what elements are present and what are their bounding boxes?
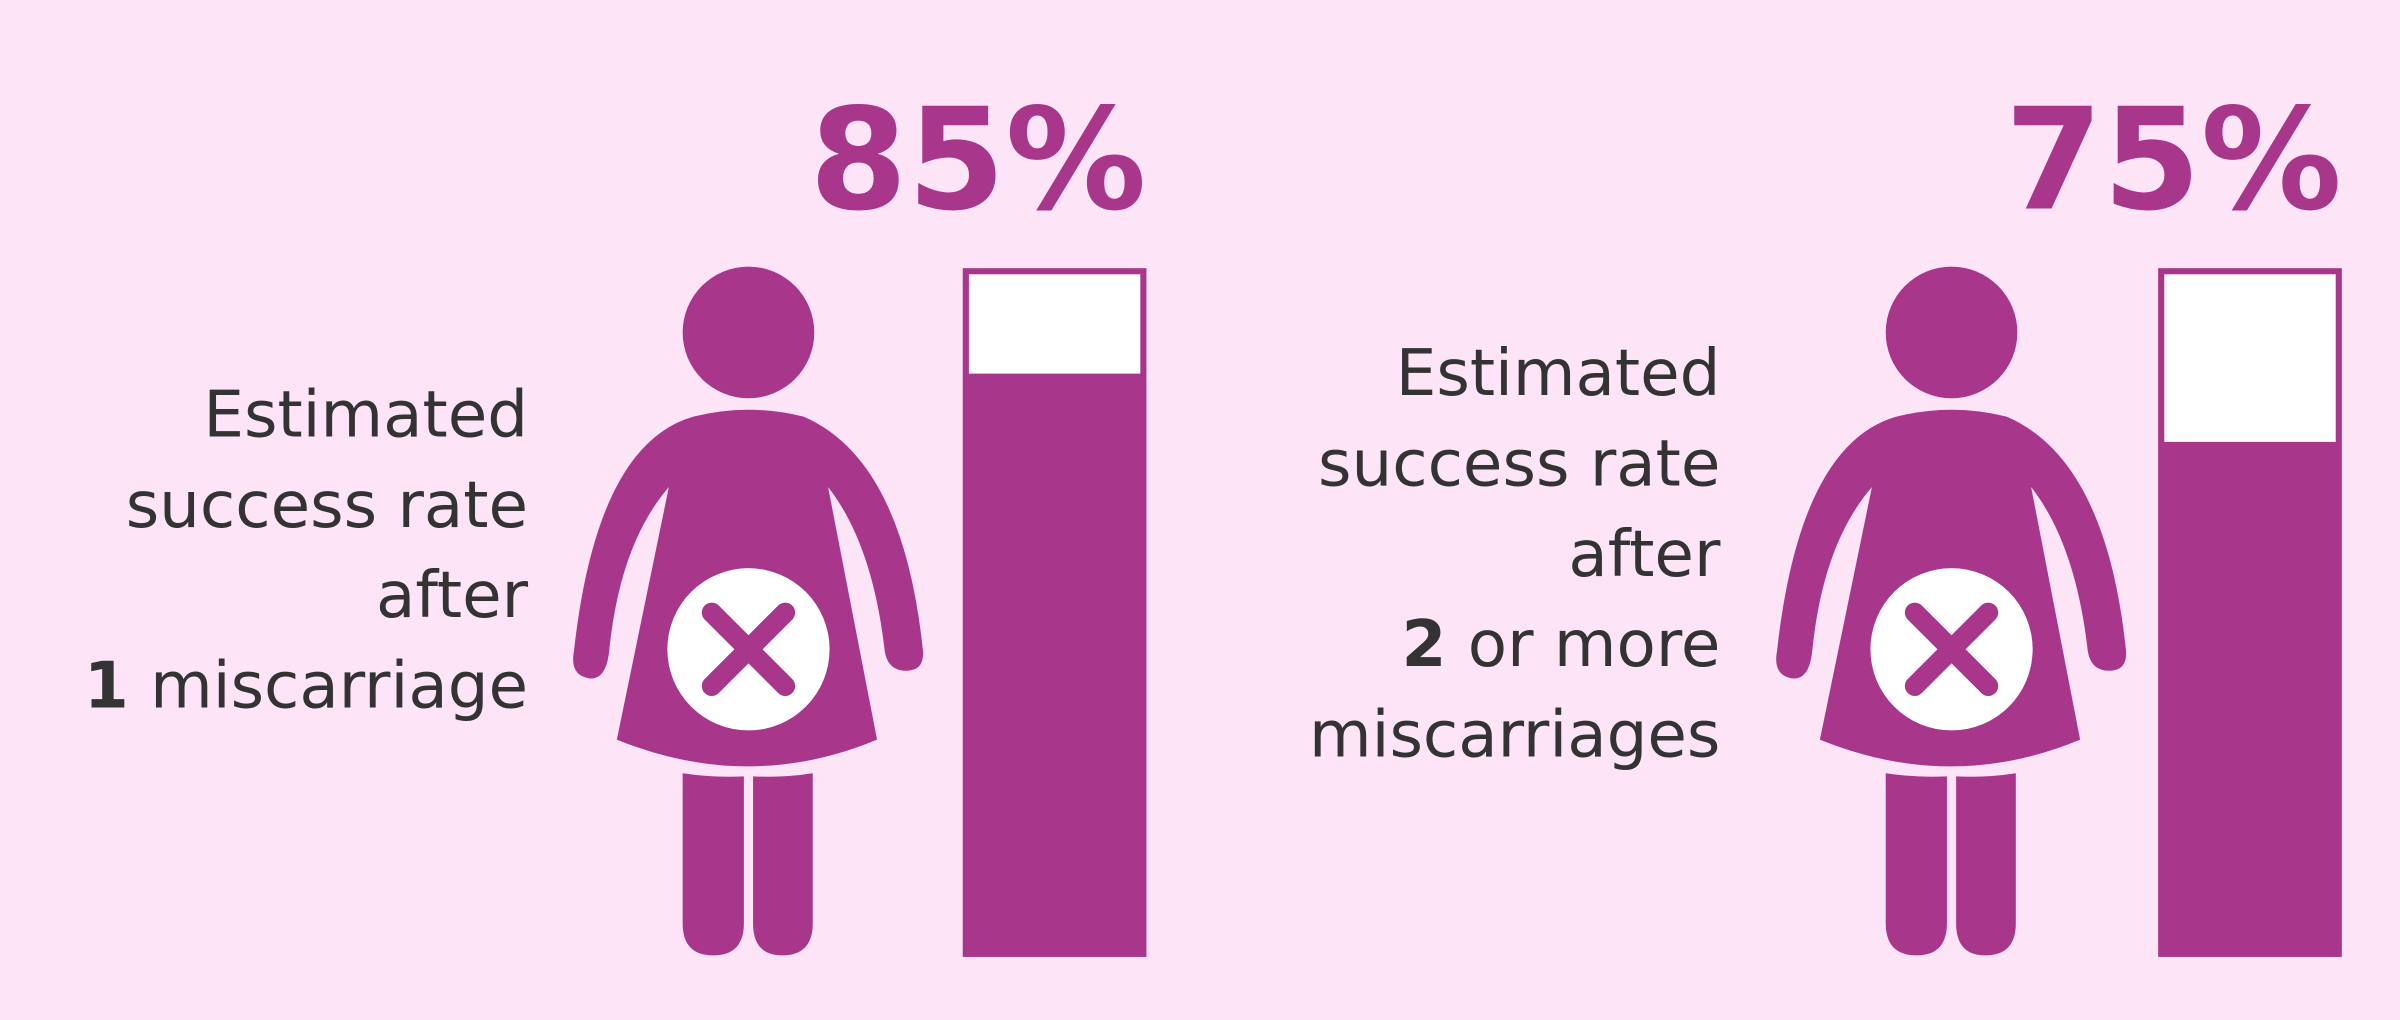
description-text: success rate: [126, 468, 528, 543]
description-text: or more: [1468, 607, 1721, 682]
description-line: Estimated: [1396, 336, 1721, 411]
woman-icon: [573, 267, 923, 956]
description-line: success rate: [1318, 427, 1720, 502]
description-line: after: [1568, 517, 1721, 592]
description-line: Estimated: [203, 378, 528, 453]
description-text: Estimated: [203, 378, 528, 453]
woman-icon: [1776, 267, 2126, 956]
description-text: after: [1568, 517, 1721, 592]
value-label: 85%: [809, 78, 1146, 242]
description-bold: 1: [84, 648, 129, 723]
description-text: miscarriages: [1309, 697, 1720, 772]
value-label: 75%: [2005, 78, 2342, 242]
description-line: success rate: [126, 468, 528, 543]
description-line: 2 or more: [1402, 607, 1721, 682]
description-line: 1 miscarriage: [84, 648, 528, 723]
description-text: Estimated: [1396, 336, 1721, 411]
bar: [965, 373, 1144, 954]
bar: [2161, 441, 2339, 954]
description-text: after: [376, 558, 529, 633]
description-text: miscarriage: [150, 648, 528, 723]
description-line: after: [376, 558, 529, 633]
description-line: miscarriages: [1309, 697, 1720, 772]
description-bold: 2: [1402, 607, 1447, 682]
description-text: success rate: [1318, 427, 1720, 502]
panel: Estimated success rate after 2 or more miscar…: [1309, 78, 2342, 955]
panel: Estimated success rate after 1 miscarriage 85…: [84, 78, 1146, 955]
